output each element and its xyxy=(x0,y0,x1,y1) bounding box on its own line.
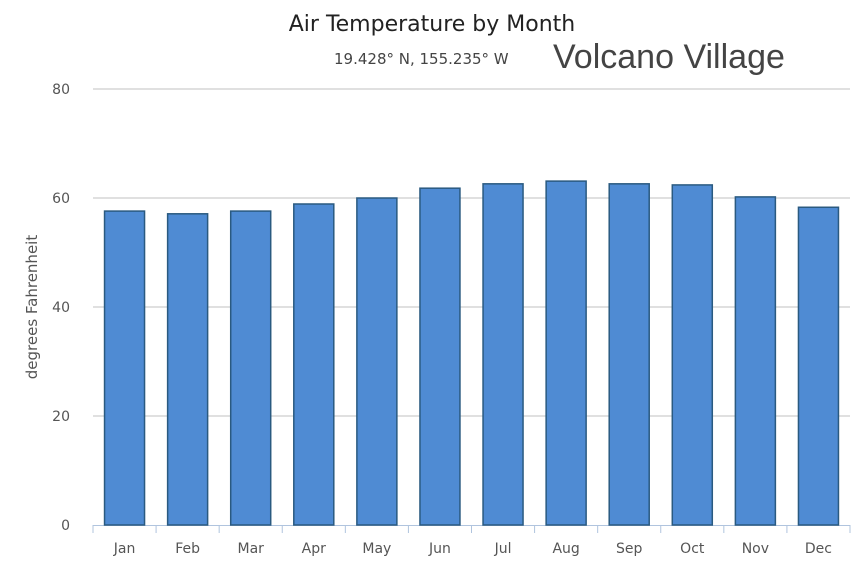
x-tick-label: Feb xyxy=(175,541,200,557)
bar-mar xyxy=(229,210,272,526)
x-tick-label: Sep xyxy=(616,541,643,557)
y-axis-label: degrees Fahrenheit xyxy=(23,235,41,380)
bar-jun xyxy=(419,187,461,526)
bar-may xyxy=(356,197,398,526)
y-tick-label: 0 xyxy=(61,518,70,534)
x-tick-label: Oct xyxy=(680,541,705,557)
x-tick-label: Dec xyxy=(805,541,832,557)
y-tick-label: 20 xyxy=(52,409,70,425)
x-tick-label: Aug xyxy=(552,541,579,557)
x-tick-label: Mar xyxy=(237,541,264,557)
bar-aug xyxy=(545,180,587,526)
x-tick-label: Jan xyxy=(113,541,136,557)
bar-apr xyxy=(293,203,335,526)
bar-oct xyxy=(671,184,714,526)
bar-dec xyxy=(797,206,840,526)
x-tick-label: Nov xyxy=(742,541,769,557)
bar-jul xyxy=(482,183,524,526)
bar-sep xyxy=(608,183,650,526)
y-tick-label: 80 xyxy=(52,82,70,98)
chart-subtitle: 19.428° N, 155.235° W xyxy=(334,50,509,68)
chart-title: Air Temperature by Month xyxy=(288,12,576,37)
location-annotation: Volcano Village xyxy=(553,38,785,76)
x-tick-label: Jun xyxy=(428,541,451,557)
x-tick-label: Apr xyxy=(302,541,326,557)
y-tick-label: 60 xyxy=(52,191,70,207)
x-tick-label: Jul xyxy=(494,541,512,557)
bar-nov xyxy=(734,196,777,526)
bar-feb xyxy=(166,213,209,526)
bar-jan xyxy=(103,210,146,526)
x-tick-label: May xyxy=(362,541,391,557)
y-tick-label: 40 xyxy=(52,300,70,316)
